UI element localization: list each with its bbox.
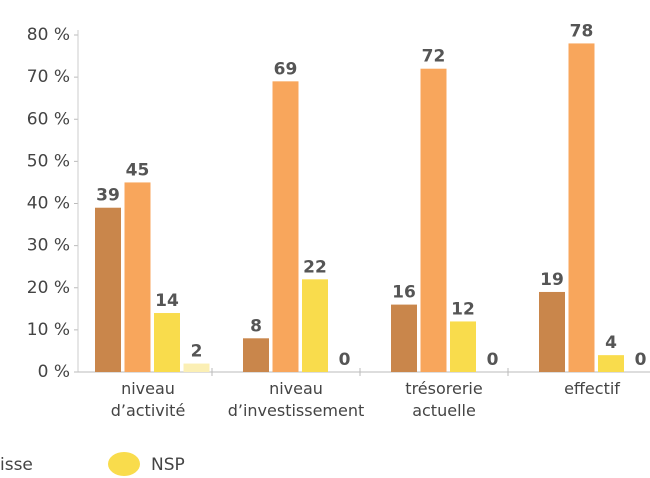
data-label: 0 (339, 350, 351, 370)
data-label: 0 (635, 350, 647, 370)
bar (568, 43, 595, 373)
y-tick-label: 50 % (27, 151, 70, 171)
y-tick-label: 20 % (27, 278, 70, 298)
data-label: 22 (303, 257, 327, 277)
y-tick-label: 60 % (27, 109, 70, 129)
y-tick-label: 0 % (38, 362, 70, 382)
data-label: 45 (126, 160, 150, 180)
bar (302, 279, 328, 372)
bar (272, 81, 299, 373)
data-label: 4 (605, 333, 617, 353)
x-tick-label: niveau d’investissement (227, 379, 365, 420)
legend-label: isse (0, 455, 33, 475)
data-label: 39 (96, 186, 120, 206)
x-tick-label: trésorerie actuelle (405, 379, 483, 420)
data-label: 19 (540, 270, 564, 290)
data-label: 16 (392, 283, 416, 303)
bar (420, 68, 447, 372)
data-label: 69 (274, 59, 298, 79)
data-label: 12 (451, 299, 475, 319)
data-label: 78 (570, 21, 594, 41)
bar (183, 363, 210, 372)
y-tick-label: 70 % (27, 67, 70, 87)
data-label: 2 (191, 342, 203, 362)
y-tick-label: 80 % (27, 25, 70, 45)
bar (243, 338, 269, 372)
y-tick-label: 10 % (27, 320, 70, 340)
x-tick-label: niveau d’activité (110, 379, 186, 420)
bar (154, 313, 180, 372)
y-tick-label: 30 % (27, 236, 70, 256)
data-label: 72 (422, 47, 446, 67)
data-label: 8 (250, 316, 262, 336)
bar (539, 291, 565, 372)
bar (124, 182, 151, 372)
x-tick-label: effectif (564, 379, 620, 398)
y-tick-label: 40 % (27, 194, 70, 214)
data-label: 0 (487, 350, 499, 370)
bar (450, 321, 476, 372)
bar (95, 207, 121, 372)
bar (391, 304, 417, 372)
data-label: 14 (155, 291, 179, 311)
bar (598, 355, 624, 372)
legend-swatch (108, 452, 140, 476)
legend-label: NSP (151, 455, 185, 475)
